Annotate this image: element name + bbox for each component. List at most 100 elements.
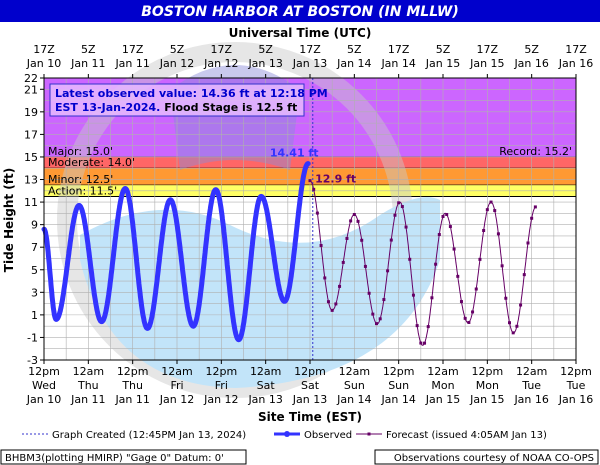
footer-left-box [0,449,247,465]
flood-label-major: Major: 15.0' [48,145,113,158]
forecast-point [360,238,364,242]
forecast-point [397,201,401,205]
forecast-point [334,302,338,306]
forecast-point [371,312,375,316]
forecast-point [400,205,404,209]
forecast-point [356,219,360,223]
forecast-point [530,216,534,220]
observed-series [41,161,311,343]
forecast-point [323,276,327,280]
top-tick-label: 5Z [258,43,273,56]
bottom-tick-day: Mon [431,379,454,392]
forecast-point [441,214,445,218]
y-axis-label: Tide Height (ft) [2,168,16,272]
forecast-point [456,274,460,278]
bottom-tick-date: Jan 14 [336,393,371,406]
forecast-point [338,284,342,288]
peak-labels: 14.41 ft 12.9 ft [270,147,356,186]
bottom-tick-date: Jan 12 [203,393,238,406]
bottom-tick-day: Tue [566,379,586,392]
legend: Graph Created (12:45PM Jan 13, 2024) Obse… [22,430,547,441]
top-tick-date: Jan 12 [203,57,238,70]
x-axis-label: Site Time (EST) [258,410,362,424]
forecast-point [522,273,526,277]
forecast-point [367,291,371,295]
top-tick-label: 5Z [524,43,539,56]
top-tick-label: 17Z [33,43,55,56]
top-tick-label: 5Z [81,43,96,56]
latest-value-frame [49,83,305,117]
forecast-point [445,212,449,216]
forecast-point [500,264,504,268]
forecast-point [533,205,537,209]
y-tick-label: 13 [24,174,38,187]
flood-label-moderate: Moderate: 14.0' [48,156,135,169]
forecast-point [308,179,312,183]
forecast-point [411,293,415,297]
forecast-point [363,264,367,268]
bottom-tick-date: Jan 15 [469,393,504,406]
top-tick-date: Jan 13 [292,57,327,70]
top-tick-date: Jan 13 [247,57,282,70]
bottom-tick-date: Jan 15 [425,393,460,406]
forecast-point [526,241,530,245]
bottom-tick-date: Jan 11 [70,393,105,406]
bottom-tick-time: 12pm [117,365,149,378]
bottom-tick-date: Jan 13 [292,393,327,406]
forecast-point [452,247,456,251]
top-tick-date: Jan 10 [26,57,61,70]
bottom-tick-time: 12pm [471,365,503,378]
bottom-tick-day: Sat [257,379,276,392]
bottom-tick-day: Thu [77,379,99,392]
bottom-tick-time: 12pm [294,365,326,378]
y-tick-label: 19 [24,106,38,119]
forecast-point [312,187,316,191]
legend-observed-label: Observed [304,430,352,441]
forecast-point [419,341,423,345]
footer-left-text: BHBM3(plotting HMIRP) "Gage 0" Datum: 0' [5,453,224,464]
forecast-point [485,208,489,212]
forecast-point [389,238,393,242]
noaa-watermark [57,42,440,398]
top-tick-label: 17Z [299,43,321,56]
y-tick-label: 3 [31,286,38,299]
bottom-tick-day: Sun [388,379,409,392]
forecast-point [496,232,500,236]
forecast-series [308,179,537,346]
bottom-tick-time: 12pm [560,365,592,378]
forecast-point [341,260,345,264]
record-label: Record: 15.2' [499,145,572,158]
top-tick-label: 5Z [436,43,451,56]
forecast-point [375,322,378,326]
forecast-point [489,200,493,204]
bottom-tick-date: Jan 16 [558,393,593,406]
bottom-tick-date: Jan 14 [380,393,415,406]
bottom-tick-date: Jan 16 [513,393,548,406]
forecast-point [430,296,434,300]
y-tick-label: 17 [24,128,38,141]
forecast-point [404,225,408,229]
bottom-tick-time: 12pm [383,365,415,378]
forecast-peak-label: 12.9 ft [315,173,356,186]
latest-value-line1: Latest observed value: 14.36 ft at 12:18… [55,87,328,100]
bottom-tick-date: Jan 12 [159,393,194,406]
forecast-point [519,303,523,307]
forecast-point [386,269,390,273]
bottom-tick-time: 12am [339,365,370,378]
forecast-point [415,324,419,328]
forecast-point [493,209,497,213]
forecast-point [448,225,452,229]
forecast-point [478,257,482,261]
bottom-tick-time: 12am [250,365,281,378]
bottom-tick-time: 12pm [205,365,237,378]
flood-category-labels: Major: 15.0'Moderate: 14.0' Minor: 12.5'A… [48,145,572,197]
top-tick-date: Jan 14 [380,57,415,70]
forecast-point [511,331,515,335]
bottom-tick-time: 12am [427,365,458,378]
y-tick-label: 21 [24,83,38,96]
forecast-point [463,316,467,320]
bottom-tick-day: Thu [121,379,143,392]
forecast-point [408,257,412,261]
